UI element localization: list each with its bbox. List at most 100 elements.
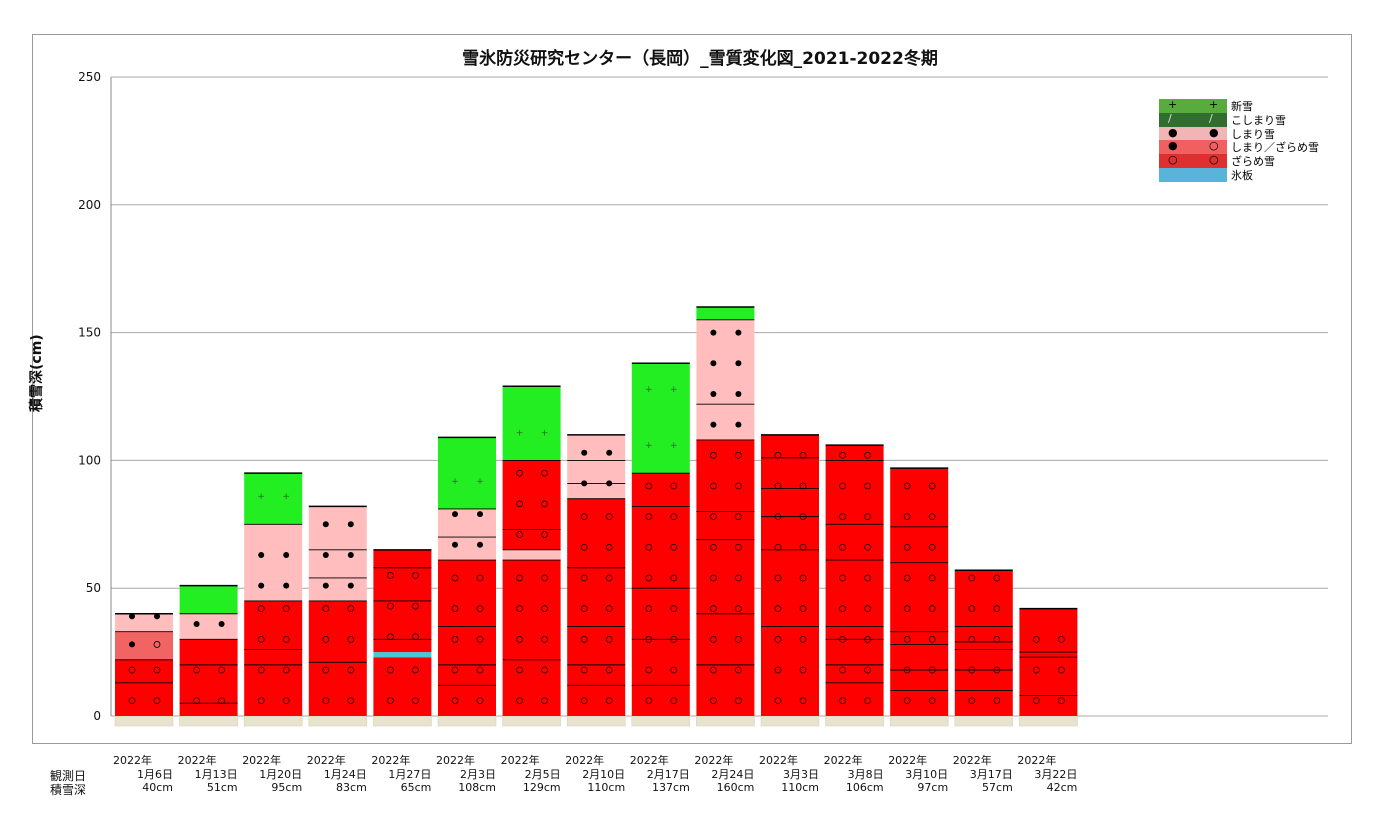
snow-layer-zarame — [502, 460, 561, 550]
granular-snow-mark — [774, 605, 782, 612]
granular-snow-mark — [710, 513, 717, 520]
granular-snow-mark — [928, 574, 936, 582]
granular-snow-mark — [322, 666, 330, 674]
ground-strip — [243, 715, 303, 727]
granular-snow-mark — [839, 451, 846, 459]
category-date: 2月3日 — [460, 768, 496, 781]
category-date: 3月22日 — [1034, 768, 1077, 781]
granular-snow-mark — [839, 513, 846, 520]
y-tick-label: 0 — [93, 709, 101, 723]
granular-snow-mark — [153, 697, 161, 705]
granular-snow-mark — [322, 697, 330, 705]
granular-snow-mark — [670, 605, 678, 612]
granular-snow-mark — [968, 574, 976, 582]
legend-swatch: / / — [1159, 112, 1227, 127]
snow-layer-shinsetsu — [502, 386, 561, 461]
granular-snow-mark — [476, 635, 484, 643]
granular-snow-mark — [903, 635, 911, 643]
category-date: 1月27日 — [388, 768, 431, 781]
granular-snow-mark — [412, 572, 419, 579]
chart-title: 雪氷防災研究センター（長岡）_雪質変化図_2021-2022冬期 — [462, 49, 938, 69]
granular-snow-mark — [993, 574, 1001, 582]
granular-snow-mark — [347, 666, 355, 674]
category-year: 2022年 — [888, 753, 927, 767]
granular-snow-mark — [774, 574, 782, 582]
granular-snow-mark — [541, 605, 548, 612]
snow-layer-shimari — [308, 506, 367, 601]
legend-label: しまり／ざらめ雪 — [1231, 141, 1319, 155]
granular-snow-mark — [128, 666, 136, 674]
granular-snow-mark — [799, 574, 807, 582]
granular-snow-mark — [605, 697, 613, 705]
granular-snow-mark — [864, 666, 871, 674]
granular-snow-mark — [605, 635, 613, 643]
granular-snow-mark — [864, 543, 871, 551]
granular-snow-mark — [710, 697, 717, 705]
legend-item-zarame: ○ ○ ざらめ雪 — [1159, 153, 1319, 169]
legend-label: ざらめ雪 — [1231, 155, 1275, 169]
new-snow-mark: + — [476, 477, 484, 487]
row-label-depth: 積雪深 — [50, 783, 87, 797]
granular-snow-mark — [645, 513, 653, 520]
granular-snow-mark — [864, 482, 871, 490]
compact-snow-mark — [347, 582, 354, 589]
category-date: 2月24日 — [711, 768, 754, 781]
category-date: 2月5日 — [525, 768, 561, 781]
granular-snow-mark — [387, 666, 394, 674]
granular-snow-mark — [1058, 697, 1065, 705]
granular-snow-mark — [735, 482, 742, 490]
granular-snow-mark — [968, 605, 976, 612]
legend-label: 新雪 — [1231, 99, 1253, 113]
granular-snow-mark — [516, 635, 523, 643]
compact-snow-mark — [218, 620, 225, 627]
granular-snow-mark — [282, 635, 290, 643]
legend-item-shimari: ● ● しまり雪 — [1159, 126, 1319, 141]
granular-snow-mark — [322, 605, 330, 612]
snow-layer-zarame — [502, 560, 561, 716]
snow-layer-zarame — [761, 434, 819, 716]
granular-snow-mark — [476, 666, 484, 674]
category-depth: 106cm — [846, 781, 884, 794]
granular-snow-mark — [903, 482, 911, 490]
ground-strip — [114, 715, 174, 727]
granular-snow-mark — [451, 666, 459, 674]
granular-snow-mark — [541, 574, 548, 582]
granular-snow-mark — [903, 513, 911, 520]
granular-snow-mark — [864, 513, 871, 520]
granular-snow-mark — [322, 635, 330, 643]
granular-snow-mark — [541, 531, 548, 538]
ground-strip — [631, 715, 691, 727]
legend-item-hyoban: 氷板 — [1159, 167, 1319, 182]
granular-snow-mark — [839, 697, 846, 705]
ground-strip — [179, 715, 238, 727]
granular-snow-mark — [799, 605, 807, 612]
granular-snow-mark — [476, 574, 484, 582]
compact-snow-mark — [258, 551, 265, 558]
granular-snow-mark — [774, 666, 782, 674]
granular-snow-mark — [993, 605, 1001, 612]
granular-snow-mark — [451, 635, 459, 643]
category-year: 2022年 — [694, 753, 733, 767]
granular-snow-mark — [839, 574, 846, 582]
granular-snow-mark — [153, 666, 161, 674]
category-depth: 40cm — [142, 781, 173, 794]
granular-snow-mark — [605, 574, 613, 582]
granular-snow-mark — [387, 572, 394, 579]
granular-snow-mark — [218, 666, 225, 674]
ground-strip — [760, 715, 820, 727]
granular-snow-mark — [799, 666, 807, 674]
granular-snow-mark — [1033, 635, 1040, 643]
granular-snow-mark — [735, 543, 742, 551]
granular-snow-mark — [928, 697, 936, 705]
granular-snow-mark — [735, 574, 742, 582]
category-year: 2022年 — [953, 753, 992, 767]
category-year: 2022年 — [501, 753, 540, 767]
snow-layer-zarame — [373, 657, 432, 716]
category-depth: 51cm — [207, 781, 238, 794]
legend-swatch: ○ ○ — [1159, 153, 1227, 168]
granular-snow-mark — [605, 605, 613, 612]
ground-strip — [437, 715, 497, 727]
granular-snow-mark — [282, 666, 290, 674]
granular-snow-mark — [476, 605, 484, 612]
category-date: 3月3日 — [783, 768, 819, 781]
